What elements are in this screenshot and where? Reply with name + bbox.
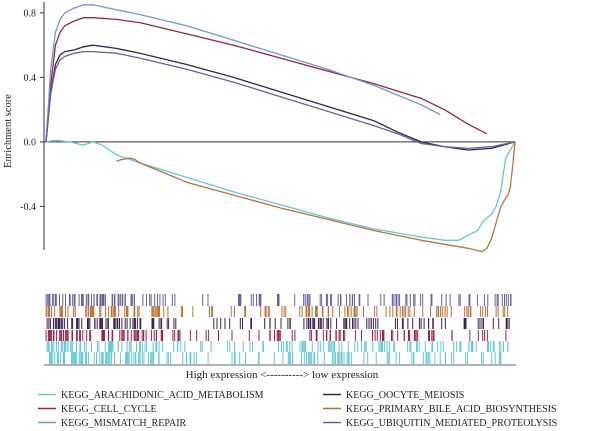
series-line-5 (116, 141, 516, 253)
series-line-6 (45, 50, 516, 150)
series-line-4 (45, 44, 516, 151)
series-line-2 (45, 17, 488, 142)
y-tick-label: 0.4 (24, 73, 37, 84)
y-tick-label: 0.0 (24, 137, 37, 148)
series-line-1 (45, 139, 516, 241)
legend-label: KEGG_UBIQUITIN_MEDIATED_PROTEOLYSIS (346, 418, 557, 429)
legend-label: KEGG_PRIMARY_BILE_ACID_BIOSYNTHESIS (346, 404, 557, 415)
legend: KEGG_ARACHIDONIC_ACID_METABOLISM KEGG_OOC… (38, 390, 557, 429)
legend-label: KEGG_CELL_CYCLE (61, 404, 157, 415)
x-axis-caption: High expression <----------> low express… (186, 369, 379, 381)
legend-label: KEGG_OOCYTE_MEIOSIS (346, 390, 464, 401)
y-ticks: 0.8 0.4 0.0 -0.4 (20, 8, 44, 213)
y-axis-title: Enrichment score (3, 94, 14, 168)
legend-label: KEGG_ARACHIDONIC_ACID_METABOLISM (61, 390, 264, 401)
series-lines (45, 4, 516, 253)
y-tick-label: 0.8 (24, 8, 37, 19)
series-line-3 (45, 4, 441, 142)
axes: Enrichment score (3, 2, 515, 250)
hit-barcode (44, 294, 516, 366)
y-tick-label: -0.4 (20, 202, 36, 213)
legend-label: KEGG_MISMATCH_REPAIR (61, 418, 187, 429)
